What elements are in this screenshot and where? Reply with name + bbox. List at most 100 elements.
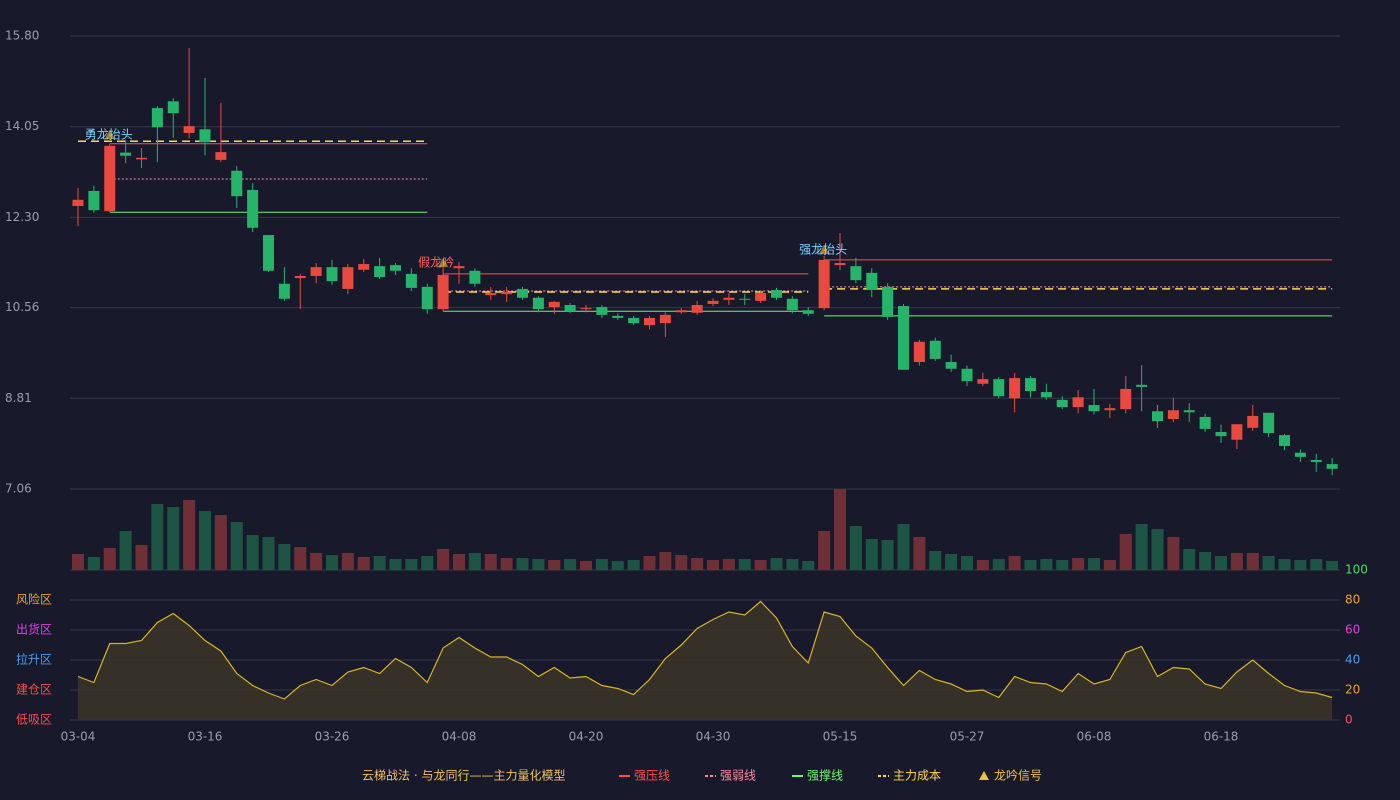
candle-body — [675, 310, 687, 313]
volume-bar — [945, 554, 958, 570]
volume-bar — [1056, 560, 1069, 570]
x-tick-label: 03-26 — [315, 730, 350, 744]
y-tick-label: 12.30 — [5, 210, 39, 224]
volume-bar — [1246, 553, 1259, 570]
candle-body — [929, 340, 941, 359]
candle-body — [294, 275, 306, 279]
volume-bar — [405, 559, 418, 570]
volume-bar — [1310, 559, 1323, 570]
volume-bar — [199, 511, 211, 570]
candle-body — [691, 305, 703, 313]
candle-body — [231, 170, 243, 197]
volume-bar — [802, 561, 815, 570]
candle-body — [993, 379, 1005, 397]
volume-bar — [532, 559, 545, 570]
candle-body — [739, 298, 751, 300]
candle-body — [802, 310, 814, 314]
candle-body — [199, 129, 211, 143]
volume-bar — [214, 515, 227, 570]
volume-bar — [357, 557, 370, 570]
volume-bar — [1040, 559, 1053, 570]
volume-bar — [881, 540, 894, 570]
indicator-line — [77, 600, 1333, 700]
candle-body — [977, 379, 989, 384]
volume-bar — [913, 537, 926, 570]
legend-label: 强弱线 — [720, 769, 756, 783]
candle-body — [310, 267, 322, 276]
volume-bar — [437, 549, 450, 570]
candle-body — [405, 273, 417, 288]
x-tick-label: 03-04 — [61, 730, 96, 744]
candle-body — [1199, 416, 1211, 429]
zone-label: 建仓区 — [16, 683, 52, 697]
candle-body — [1136, 384, 1148, 387]
candle-body — [850, 266, 862, 281]
volume-bar — [516, 558, 529, 570]
x-tick-label: 05-15 — [823, 730, 858, 744]
candle-body — [532, 297, 544, 310]
volume-bar — [1103, 560, 1116, 570]
volume-bar — [246, 535, 259, 570]
volume-bar — [278, 544, 291, 570]
volume-bar — [389, 559, 402, 570]
candle-body — [755, 293, 767, 301]
volume-bar — [929, 551, 942, 570]
candle-body — [1294, 452, 1306, 457]
candle-body — [326, 267, 338, 282]
candle-body — [771, 289, 782, 298]
candle-body — [1215, 431, 1227, 437]
volume-bar — [770, 558, 783, 570]
x-tick-label: 04-30 — [696, 730, 731, 744]
candle-body — [961, 368, 973, 382]
volume-bar — [548, 560, 561, 570]
candle-body — [580, 308, 592, 310]
x-tick-label: 06-18 — [1204, 730, 1239, 744]
volume-bar — [183, 500, 196, 570]
candle-body — [1009, 378, 1021, 399]
volume-bar — [1262, 556, 1275, 570]
candle-body — [1025, 378, 1036, 392]
candle-body — [834, 263, 846, 266]
candle-body — [786, 298, 798, 311]
volume-bar — [262, 537, 275, 570]
volume-bar — [643, 556, 656, 570]
zone-label: 出货区 — [16, 622, 52, 637]
candle-body — [72, 199, 84, 207]
volume-bar — [865, 539, 878, 570]
candle-body — [167, 101, 179, 114]
volume-bar — [611, 561, 624, 570]
volume-bar — [1183, 549, 1196, 570]
volume-bar — [897, 524, 910, 570]
y2-tick-label: 60 — [1345, 623, 1360, 637]
candle-body — [88, 190, 100, 211]
candle-body — [263, 235, 274, 271]
candle-body — [517, 288, 528, 298]
volume-bar — [786, 559, 799, 570]
candle-body — [453, 266, 465, 269]
y-tick-label: 14.05 — [5, 119, 39, 133]
volume-bar — [1008, 556, 1021, 570]
legend-label: 主力成本 — [893, 769, 941, 783]
volume-bar — [341, 553, 354, 570]
candle-body — [469, 270, 481, 284]
x-tick-label: 06-08 — [1077, 730, 1112, 744]
volume-bar — [992, 559, 1005, 570]
candle-body — [913, 341, 925, 363]
candle-body — [596, 307, 608, 315]
zone-label: 风险区 — [16, 592, 52, 607]
volume-bar — [564, 559, 577, 570]
candle-body — [945, 362, 957, 369]
candle-body — [1310, 459, 1322, 463]
volume-bar — [294, 547, 307, 570]
candle-body — [278, 283, 290, 299]
x-tick-label: 04-08 — [442, 730, 477, 744]
candle-body — [898, 306, 909, 370]
candle-body — [358, 264, 370, 270]
volume-bar — [1072, 558, 1085, 570]
volume-bar — [484, 554, 497, 570]
volume-bar — [580, 561, 592, 570]
candle-body — [374, 266, 386, 278]
candle-body — [1104, 408, 1116, 411]
volume-bar — [754, 560, 767, 570]
